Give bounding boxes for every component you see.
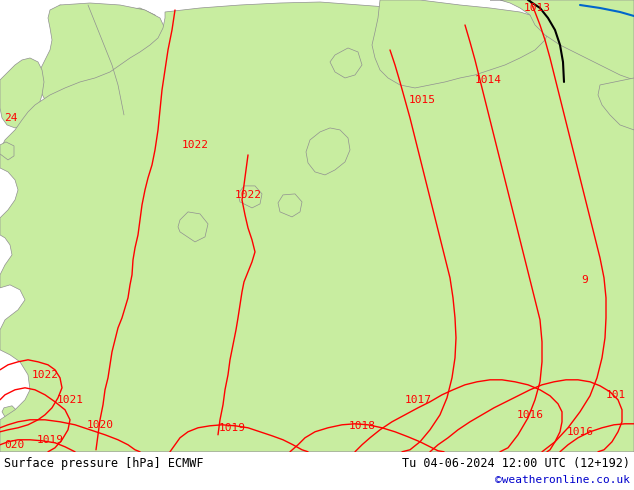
Text: 1022: 1022 <box>32 370 58 380</box>
Polygon shape <box>178 212 208 242</box>
Polygon shape <box>278 194 302 217</box>
Text: 1021: 1021 <box>56 395 84 405</box>
Polygon shape <box>0 142 14 160</box>
Polygon shape <box>372 0 550 88</box>
Text: 1013: 1013 <box>524 3 550 13</box>
Text: 101: 101 <box>605 390 626 400</box>
Text: 1016: 1016 <box>567 427 593 437</box>
Text: 1020: 1020 <box>86 420 113 430</box>
Text: Surface pressure [hPa] ECMWF: Surface pressure [hPa] ECMWF <box>4 457 204 470</box>
Text: 1018: 1018 <box>349 421 375 431</box>
Text: 1019: 1019 <box>37 435 63 445</box>
Polygon shape <box>0 420 15 434</box>
Text: 1015: 1015 <box>408 95 436 105</box>
Polygon shape <box>38 3 168 282</box>
Polygon shape <box>0 58 44 128</box>
Text: 1017: 1017 <box>404 395 432 405</box>
Text: 9: 9 <box>581 275 588 285</box>
Text: Tu 04-06-2024 12:00 UTC (12+192): Tu 04-06-2024 12:00 UTC (12+192) <box>402 457 630 470</box>
Text: 1016: 1016 <box>517 410 543 420</box>
Polygon shape <box>55 5 160 50</box>
Polygon shape <box>598 78 634 130</box>
Text: 24: 24 <box>4 113 18 123</box>
Polygon shape <box>238 186 262 208</box>
Polygon shape <box>2 406 18 419</box>
Polygon shape <box>490 0 634 80</box>
Text: 1019: 1019 <box>219 423 245 433</box>
Text: ©weatheronline.co.uk: ©weatheronline.co.uk <box>495 475 630 485</box>
Polygon shape <box>0 2 634 452</box>
Text: 1022: 1022 <box>235 190 261 200</box>
Polygon shape <box>306 128 350 175</box>
Polygon shape <box>330 48 362 78</box>
Text: 020: 020 <box>4 440 24 450</box>
Text: 1014: 1014 <box>474 75 501 85</box>
Text: 1022: 1022 <box>181 140 209 150</box>
